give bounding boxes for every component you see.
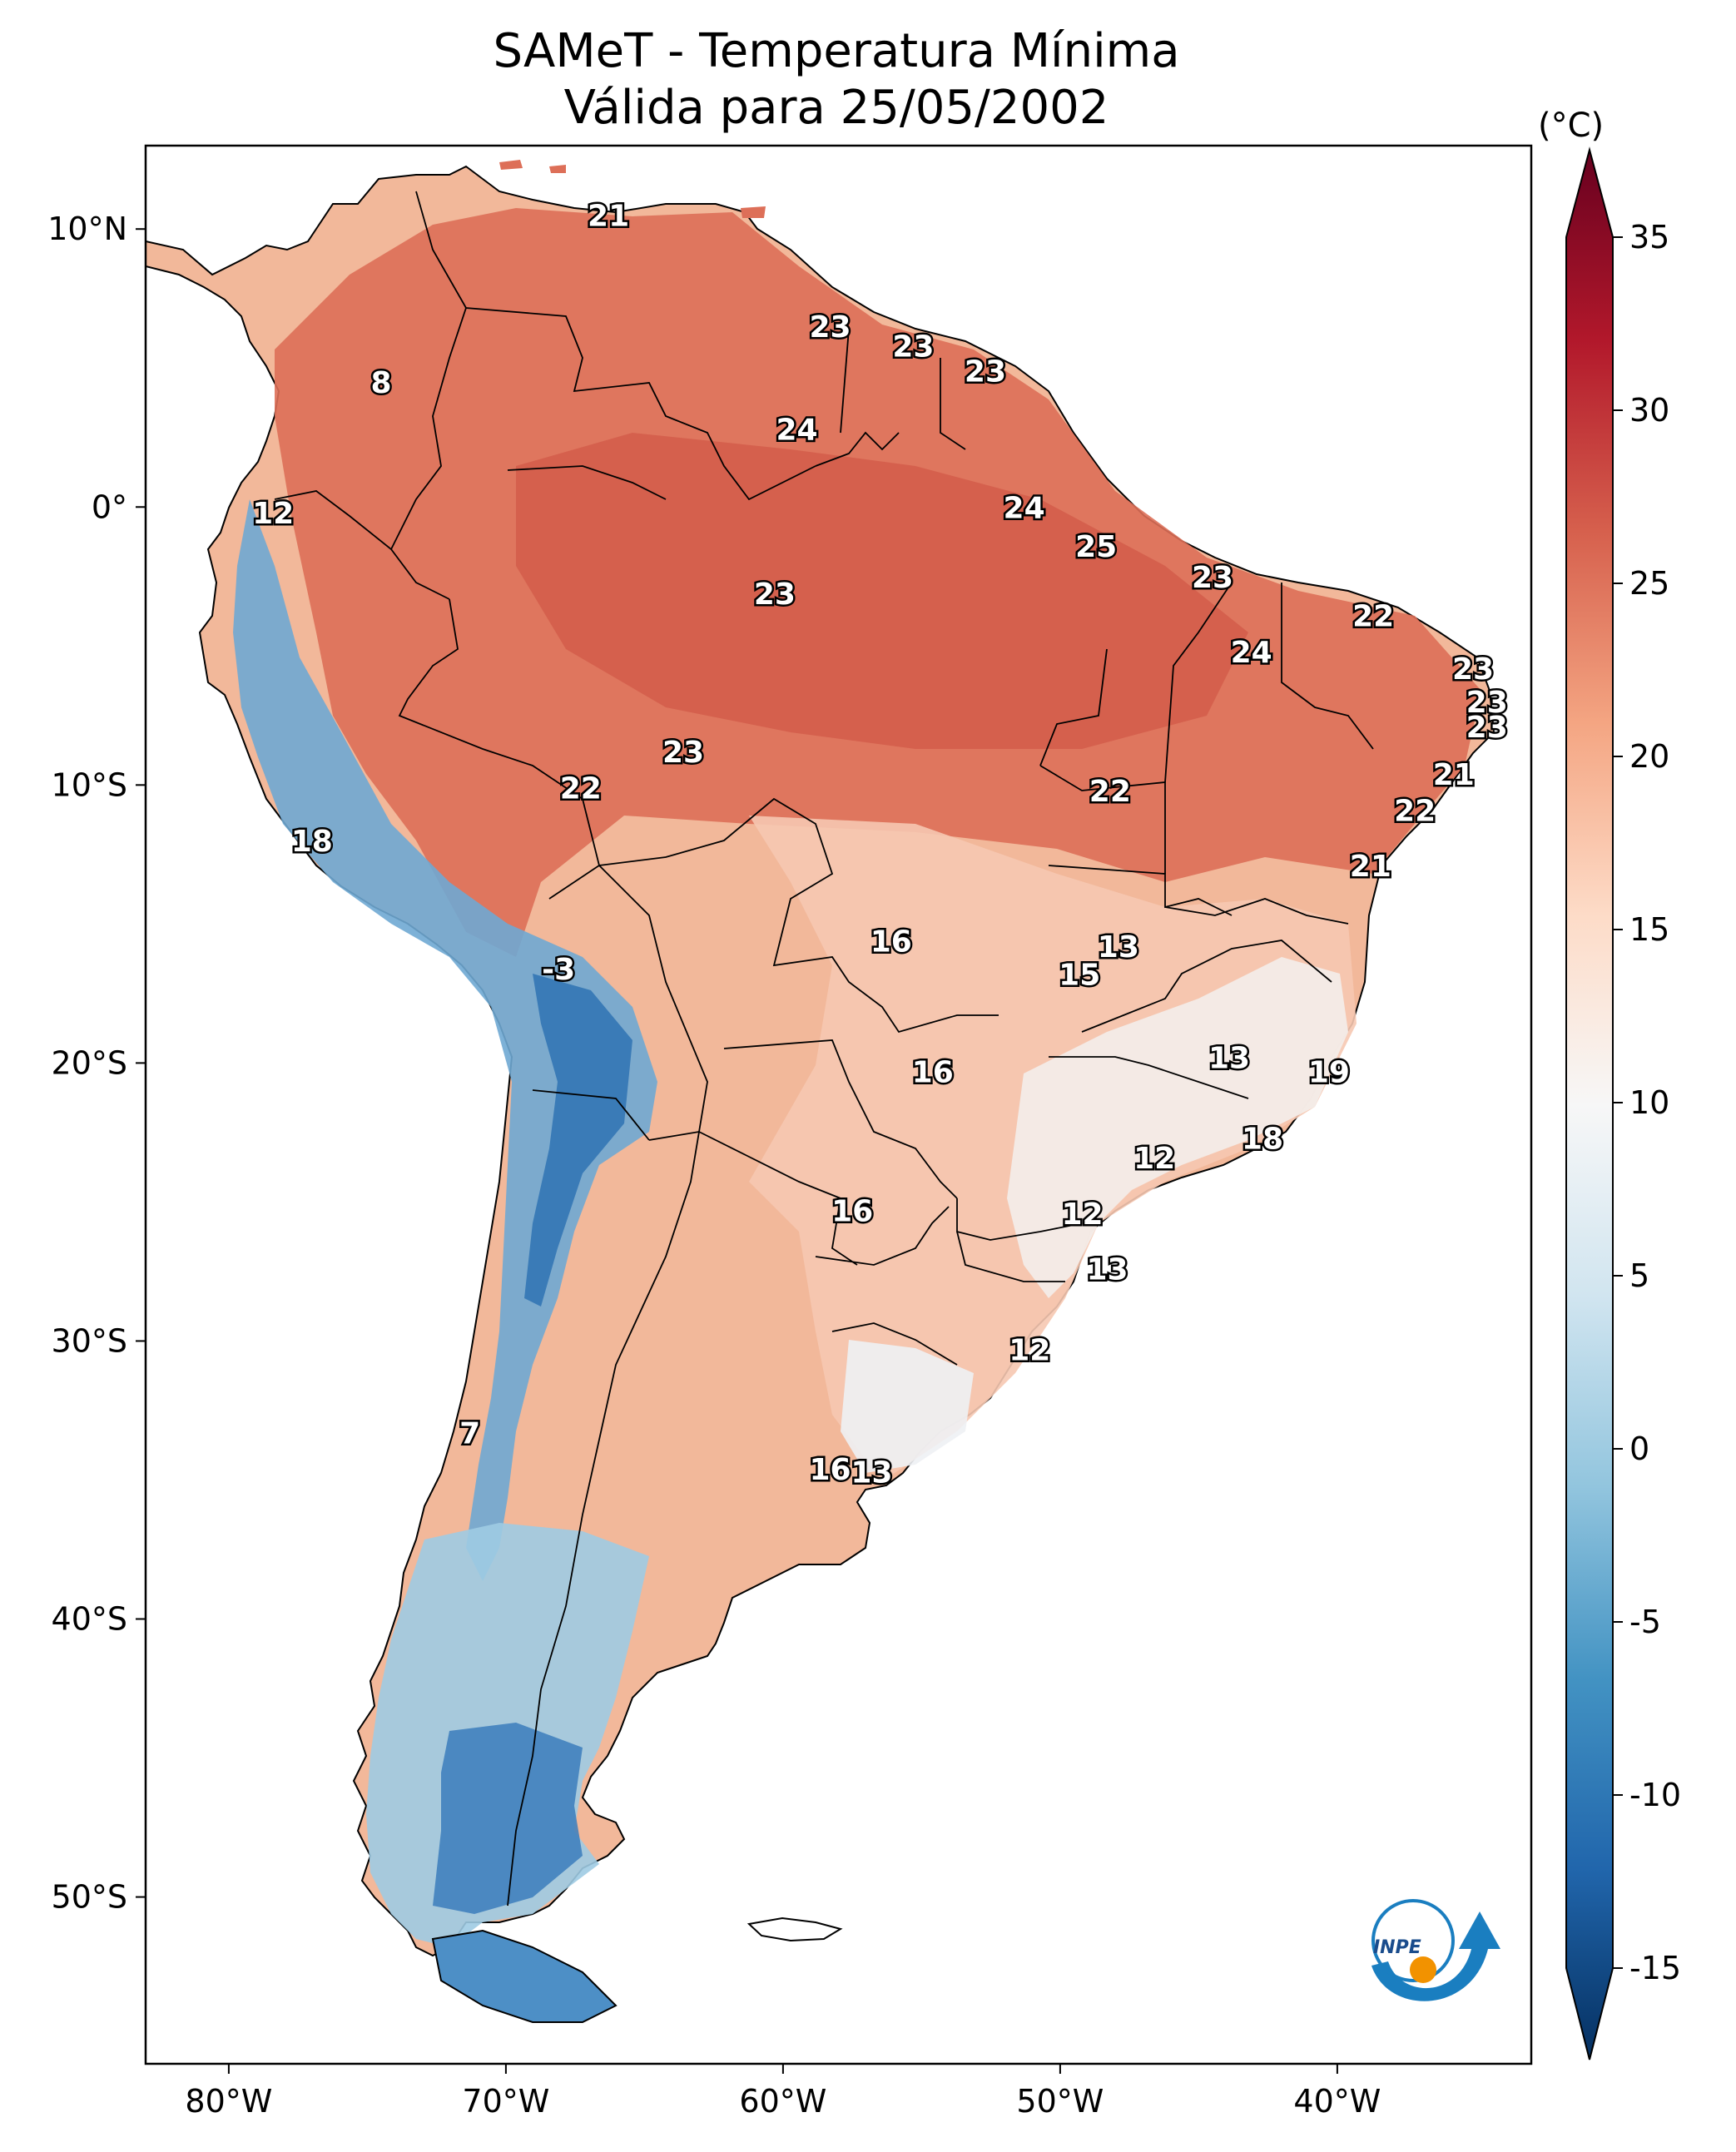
cool-zone-southeast: [1007, 957, 1348, 1298]
contour-label: 23: [1452, 652, 1494, 687]
country-borders: [274, 191, 1374, 1907]
colorbar-tick-label: -15: [1629, 1950, 1681, 1986]
lat-tick-label: 10°S: [52, 766, 127, 803]
colorbar-tick-label: 0: [1629, 1431, 1649, 1467]
contour-label: 13: [1208, 1042, 1250, 1076]
contour-label: 23: [1466, 686, 1508, 720]
axis-ticks: 80°W 70°W 60°W 50°W 40°W 10°N 0° 10°S 20°S 30°S 40…: [47, 211, 1381, 2120]
contour-label: 8: [371, 366, 392, 400]
lon-tick-label: 40°W: [1293, 2083, 1381, 2120]
contour-label: 12: [1133, 1142, 1175, 1176]
contour-label: 19: [1308, 1055, 1350, 1089]
contour-label: 22: [1352, 600, 1394, 634]
colorbar-tick-label: 25: [1629, 565, 1669, 602]
cold-core-andes: [524, 974, 632, 1307]
colorbar-tick-label: 35: [1629, 219, 1669, 255]
contour-label: 16: [912, 1055, 954, 1089]
contour-label: 22: [1089, 775, 1131, 809]
colorbar-tick-label: -10: [1629, 1777, 1681, 1813]
contour-label: 12: [252, 497, 294, 531]
contour-label: 23: [754, 578, 796, 612]
colorbar-tick-label: 15: [1629, 911, 1669, 948]
contour-label: 23: [1192, 561, 1233, 595]
lat-tick-label: 20°S: [52, 1044, 127, 1081]
contour-label: 23: [662, 736, 704, 770]
cold-core-patagonia: [433, 1723, 583, 1914]
contour-label: 13: [851, 1455, 892, 1490]
contour-label: 23: [892, 330, 934, 364]
colorbar-ticks: 35 30 25 20 15 10 5 0 -5 -10 -15: [1613, 219, 1681, 1986]
lon-tick-label: 50°W: [1016, 2083, 1104, 2120]
contour-label: 21: [1433, 758, 1475, 792]
lon-tick-label: 80°W: [185, 2083, 272, 2120]
colorbar: 35 30 25 20 15 10 5 0 -5 -10 -15: [1565, 146, 1681, 2060]
logo-text: INPE: [1373, 1937, 1421, 1958]
logo-arrow-shape: [1371, 1912, 1500, 2001]
land-layer: [146, 160, 1495, 2023]
cold-zone-andes: [233, 499, 657, 1581]
contour-label: 18: [1242, 1123, 1283, 1157]
contour-label: 16: [831, 1194, 873, 1228]
inpe-logo: INPE: [1371, 1899, 1500, 2001]
contour-label: 12: [1009, 1333, 1050, 1367]
logo-ring: [1371, 1899, 1455, 1982]
contour-label: 23: [965, 355, 1006, 389]
colorbar-tick-label: 5: [1629, 1257, 1649, 1294]
lat-tick-label: 10°N: [47, 211, 127, 247]
contour-label: 16: [870, 925, 912, 959]
contour-label: 13: [1098, 930, 1139, 964]
contour-label: 13: [1086, 1253, 1128, 1287]
lat-tick-label: 30°S: [52, 1322, 127, 1359]
lat-tick-label: 40°S: [52, 1601, 127, 1638]
contour-label: 16: [809, 1453, 851, 1487]
contour-label: 23: [809, 310, 851, 345]
chart-title: SAMeT - Temperatura Mínima: [493, 24, 1180, 78]
map-frame: [144, 144, 1533, 2065]
colorbar-tick-label: -5: [1629, 1604, 1661, 1640]
contour-label: 23: [1466, 711, 1508, 745]
contour-label: 21: [1350, 850, 1391, 884]
contour-label: 15: [1059, 958, 1100, 992]
colorbar-unit-label: (°C): [1538, 107, 1605, 145]
contour-label: 18: [291, 825, 333, 859]
contour-label: 7: [459, 1417, 480, 1451]
colorbar-tick-label: 30: [1629, 392, 1669, 429]
lon-tick-label: 70°W: [462, 2083, 549, 2120]
lat-tick-label: 50°S: [52, 1879, 127, 1916]
lat-tick-label: 0°: [92, 488, 127, 525]
contour-label: 24: [1004, 491, 1045, 525]
colorbar-body: [1565, 146, 1614, 2060]
falkland-islands: [746, 1916, 843, 1942]
chart-subtitle: Válida para 25/05/2002: [563, 81, 1109, 135]
contour-label: 25: [1075, 530, 1117, 564]
contour-label: 24: [1231, 636, 1272, 670]
colorbar-tick-label: 20: [1629, 738, 1669, 775]
contour-label: 12: [1061, 1197, 1103, 1232]
cool-zone-uruguay: [841, 1340, 974, 1473]
contour-label: -3: [542, 953, 575, 987]
contour-label: 24: [776, 414, 817, 448]
tierra-del-fuego: [431, 1929, 618, 2023]
logo-sun: [1410, 1956, 1436, 1983]
colorbar-tick-label: 10: [1629, 1084, 1669, 1121]
contour-label: 22: [1394, 794, 1436, 828]
contour-label: 21: [588, 200, 629, 234]
contour-label: 22: [560, 772, 602, 806]
lon-tick-label: 60°W: [739, 2083, 826, 2120]
hot-zone-amazon: [516, 433, 1248, 749]
